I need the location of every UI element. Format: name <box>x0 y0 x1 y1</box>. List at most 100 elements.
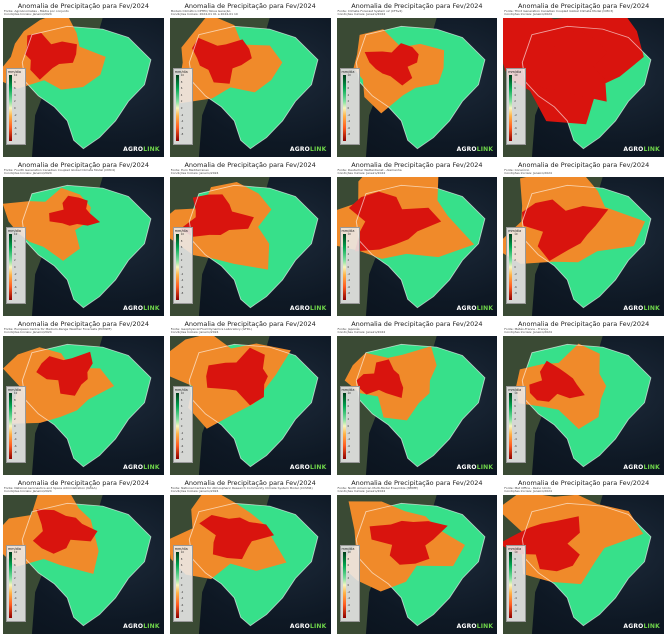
legend-ticks: 10 8 6 4 2 0 -2 -4 -6 -8 <box>180 392 191 459</box>
brand-part2: LINK <box>143 464 160 471</box>
initial-conditions-line: Condições Iniciais: Janeiro/2024 <box>504 330 552 335</box>
legend-tick: 8 <box>14 557 16 561</box>
legend: mm/dia 10 8 6 4 2 0 -2 -4 -6 -8 <box>172 227 193 305</box>
brand-part1: AGRO <box>289 464 310 471</box>
legend-tick: -4 <box>14 438 17 442</box>
legend: mm/dia 10 8 6 4 2 0 -2 -4 -6 -8 <box>506 68 527 146</box>
legend-colorbar <box>342 234 346 301</box>
brazil-outline <box>355 184 485 309</box>
legend-tick: 2 <box>514 100 516 104</box>
forecast-panel: Anomalia de Precipitação para Fev/2024 F… <box>501 319 666 476</box>
anomaly-map: mm/dia 10 8 6 4 2 0 -2 -4 -6 -8 AGROLINK <box>169 336 331 475</box>
brazil-dry-core <box>32 509 98 554</box>
legend-tick: -6 <box>514 285 517 289</box>
initial-conditions-line: Condições Iniciais: Janeiro/2024 <box>4 12 52 17</box>
legend-tick: 6 <box>347 405 350 409</box>
forecast-panel: Anomalia de Precipitação para Fev/2024 F… <box>334 319 500 476</box>
brazil-outline <box>522 184 652 309</box>
legend-tick: 6 <box>180 87 183 91</box>
brazil-dry-core <box>205 347 268 406</box>
brand-part2: LINK <box>309 146 327 153</box>
brazil-outline <box>522 343 652 468</box>
legend-tick: -8 <box>14 610 17 614</box>
brazil-map-svg <box>503 336 652 475</box>
anomaly-map: mm/dia 10 8 6 4 2 0 -2 -4 -6 -8 AGROLINK <box>503 18 664 157</box>
initial-conditions-line: Condições Iniciais: Janeiro/2024 <box>504 489 552 494</box>
legend-tick: -2 <box>514 431 517 435</box>
source-line: Fonte: Third Generation Canadian Coupled… <box>504 9 614 13</box>
forecast-panel: Anomalia de Precipitação para Fev/2024 F… <box>1 1 166 158</box>
initial-conditions-line: Condições Iniciais: 2024-01 01 a 2024-01… <box>170 12 238 17</box>
brand-part1: AGRO <box>456 305 477 312</box>
brazil-map-svg <box>169 336 319 475</box>
source-line: Fonte: Japonês <box>337 327 360 331</box>
source-line: Fonte: National Aeronautics and Space Ad… <box>4 486 97 490</box>
brazil-outline <box>21 343 152 468</box>
legend-tick: -2 <box>347 590 351 594</box>
legend-tick: 2 <box>347 100 350 104</box>
legend-tick: 4 <box>14 252 16 256</box>
legend-tick: 0 <box>180 266 183 269</box>
agrolink-logo: AGROLINK <box>290 146 327 153</box>
legend-tick: 10 <box>14 392 18 396</box>
legend-tick: 8 <box>14 398 16 402</box>
legend-tick: 6 <box>180 564 183 568</box>
legend-colorbar <box>509 75 513 142</box>
legend-tick: 4 <box>514 411 516 415</box>
legend-colorbar <box>509 234 513 301</box>
legend-tick: -6 <box>514 444 517 448</box>
agrolink-logo: AGROLINK <box>623 623 660 630</box>
brazil-outline <box>188 502 319 627</box>
legend-tick: -8 <box>514 451 517 455</box>
brazil-dry-core <box>49 195 101 226</box>
legend-tick: -8 <box>514 610 517 614</box>
brand-part1: AGRO <box>456 146 477 153</box>
brazil-outline <box>355 343 485 468</box>
brazil-map-svg <box>336 177 485 316</box>
legend-tick: 4 <box>347 252 350 256</box>
legend-tick: -6 <box>347 603 351 607</box>
legend-tick: 4 <box>14 411 16 415</box>
brazil-dry-core <box>507 30 608 102</box>
legend-tick: -6 <box>14 126 17 130</box>
legend-tick: 4 <box>514 570 516 574</box>
brand-part2: LINK <box>143 623 160 630</box>
legend-tick: -2 <box>180 590 184 594</box>
legend-ticks: 10 8 6 4 2 0 -2 -4 -6 -8 <box>14 233 24 300</box>
legend-tick: -2 <box>347 272 351 276</box>
legend-tick: -4 <box>347 597 351 601</box>
brand-part2: LINK <box>643 464 660 471</box>
legend-title: mm/dia <box>341 70 355 75</box>
legend-tick: -4 <box>347 120 351 124</box>
panel-source: Fonte: Climate Forecast System v2 (CFSv2… <box>338 9 403 17</box>
forecast-panel: Anomalia de Precipitação para Fev/2024 F… <box>167 160 333 317</box>
legend-tick: 0 <box>14 425 16 428</box>
agrolink-logo: AGROLINK <box>623 464 660 471</box>
agrolink-logo: AGROLINK <box>290 305 327 312</box>
anomaly-map: mm/dia 10 8 6 4 2 0 -2 -4 -6 -8 AGROLINK <box>169 18 331 157</box>
brazil-outline <box>188 343 319 468</box>
legend-ticks: 10 8 6 4 2 0 -2 -4 -6 -8 <box>14 392 24 459</box>
legend-tick: -4 <box>347 438 351 442</box>
legend-tick: 8 <box>514 80 516 84</box>
panel-source: Fonte: Consórcio Condições Iniciais: Jan… <box>504 168 552 176</box>
legend-tick: -8 <box>14 292 17 296</box>
panel-title: Anomalia de Precipitação para Fev/2024 <box>351 161 483 169</box>
legend-tick: 2 <box>180 259 183 263</box>
legend-tick: 4 <box>347 93 350 97</box>
legend-title: mm/dia <box>8 229 21 234</box>
panel-title: Anomalia de Precipitação para Fev/2024 <box>184 479 316 487</box>
legend-tick: 0 <box>14 266 16 269</box>
brand-part2: LINK <box>309 305 327 312</box>
legend-tick: 2 <box>14 577 16 581</box>
legend-tick: 6 <box>514 87 516 91</box>
brazil-dry-core <box>191 37 252 84</box>
legend-tick: -4 <box>180 438 184 442</box>
brazil-map-svg <box>3 177 152 316</box>
legend-tick: -2 <box>14 590 17 594</box>
panel-source: Fonte: Fourth Generation Canadian Couple… <box>4 168 115 176</box>
legend-tick: 10 <box>347 233 351 237</box>
brazil-outline <box>21 184 152 309</box>
legend-tick: 10 <box>180 74 185 78</box>
